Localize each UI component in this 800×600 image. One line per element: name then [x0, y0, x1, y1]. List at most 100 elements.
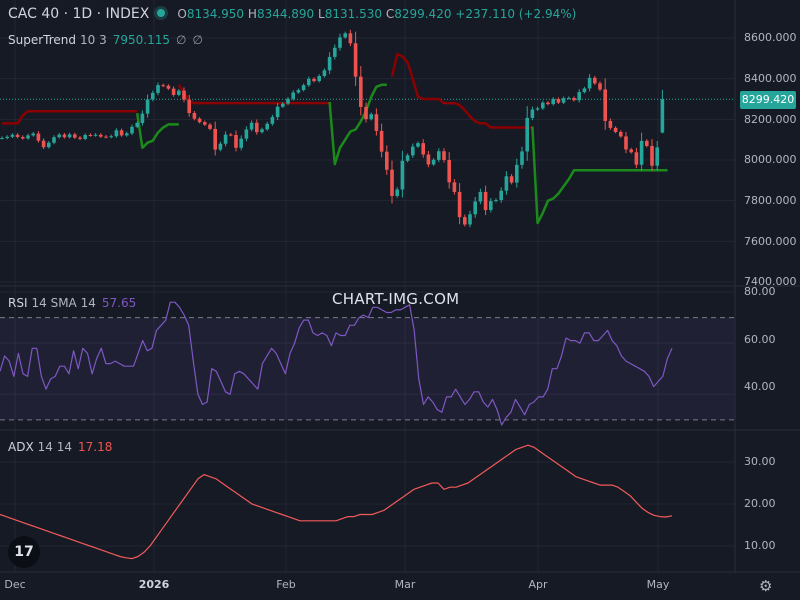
candle [374, 108, 379, 136]
candle [619, 130, 623, 138]
candle [104, 134, 108, 139]
candle [457, 183, 462, 225]
candle [546, 101, 550, 106]
candle [395, 187, 399, 198]
candle [62, 132, 67, 139]
adx-line [0, 444, 673, 560]
candle [218, 141, 223, 152]
time-tick-label: 2026 [138, 578, 170, 591]
candle [255, 119, 259, 135]
supertrend-down-line [2, 109, 138, 125]
supertrend-legend[interactable]: SuperTrend 10 3 7950.115 ∅ ∅ [8, 33, 203, 47]
candle [36, 131, 41, 143]
rsi-tick-label: 80.00 [744, 285, 776, 298]
candle [369, 112, 373, 121]
candle [78, 136, 82, 141]
candle [52, 135, 56, 145]
candle [15, 133, 20, 139]
candle [125, 131, 129, 137]
rsi-tick-label: 40.00 [744, 380, 776, 393]
candle [515, 158, 519, 188]
candle [151, 90, 155, 102]
candle [21, 135, 25, 140]
candle [525, 106, 529, 161]
candle [130, 124, 134, 136]
candle [296, 88, 301, 94]
candle [192, 111, 197, 121]
candle [598, 81, 602, 92]
candles [0, 29, 665, 228]
price-tick-label: 8000.000 [744, 153, 797, 166]
candle [203, 120, 207, 126]
symbol-title[interactable]: CAC 40 · 1D · INDEX [8, 6, 150, 22]
candle [187, 94, 191, 117]
rsi-legend[interactable]: RSI 14 SMA 14 57.65 [8, 296, 137, 310]
candle [270, 114, 275, 126]
candle [234, 130, 238, 152]
candle [541, 100, 545, 110]
candle [333, 44, 337, 60]
candle [10, 133, 15, 139]
candle [639, 132, 644, 172]
candle [359, 66, 363, 116]
gear-icon[interactable]: ⚙ [759, 577, 773, 595]
candle [660, 89, 665, 134]
price-tick-label: 8400.000 [744, 72, 797, 85]
candle [634, 147, 639, 169]
candle [504, 171, 509, 195]
adx-legend[interactable]: ADX 14 14 17.18 [8, 440, 113, 454]
candle [452, 179, 457, 195]
time-tick-label: May [646, 578, 670, 591]
market-status-icon [157, 9, 166, 17]
time-tick-label: Mar [394, 578, 416, 591]
candle [99, 133, 103, 138]
candle [437, 148, 441, 163]
candle [567, 96, 571, 100]
candle [379, 123, 384, 158]
oscillator-lines [0, 301, 673, 560]
price-tick-label: 8600.000 [744, 31, 797, 44]
candle [145, 94, 150, 118]
candle [229, 132, 233, 137]
candle [119, 128, 124, 137]
candle [249, 120, 254, 132]
candle [473, 196, 477, 218]
candle [338, 33, 342, 51]
candle [556, 97, 561, 104]
last-price-tag: 8299.420 [740, 91, 796, 109]
time-tick-label: Apr [528, 578, 548, 591]
candle [655, 140, 659, 171]
candle [166, 84, 171, 90]
price-tick-label: 7600.000 [744, 235, 797, 248]
adx-tick-label: 30.00 [744, 455, 776, 468]
supertrend-lines [2, 53, 668, 225]
candle [603, 78, 607, 130]
candle [208, 122, 212, 131]
candle [83, 133, 87, 141]
candle [327, 52, 332, 75]
candle [483, 185, 488, 216]
tradingview-logo: 17 [8, 536, 40, 568]
candle [239, 135, 243, 151]
candle [223, 131, 228, 147]
candle [593, 75, 597, 85]
candle [489, 197, 493, 213]
candle [551, 97, 555, 106]
candle [161, 83, 165, 88]
candle [629, 147, 633, 154]
candle [322, 68, 327, 78]
candle [93, 133, 98, 137]
time-tick-label: Dec [4, 578, 26, 591]
candle [135, 121, 139, 129]
candle [587, 74, 592, 92]
candle [411, 143, 415, 158]
candle [41, 138, 46, 150]
supertrend-down-line [177, 84, 330, 105]
price-tick-label: 8200.000 [744, 113, 797, 126]
candle [301, 83, 306, 92]
candle [275, 103, 280, 121]
price-tick-label: 7400.000 [744, 275, 797, 288]
candle [400, 150, 405, 198]
candle [109, 134, 113, 139]
